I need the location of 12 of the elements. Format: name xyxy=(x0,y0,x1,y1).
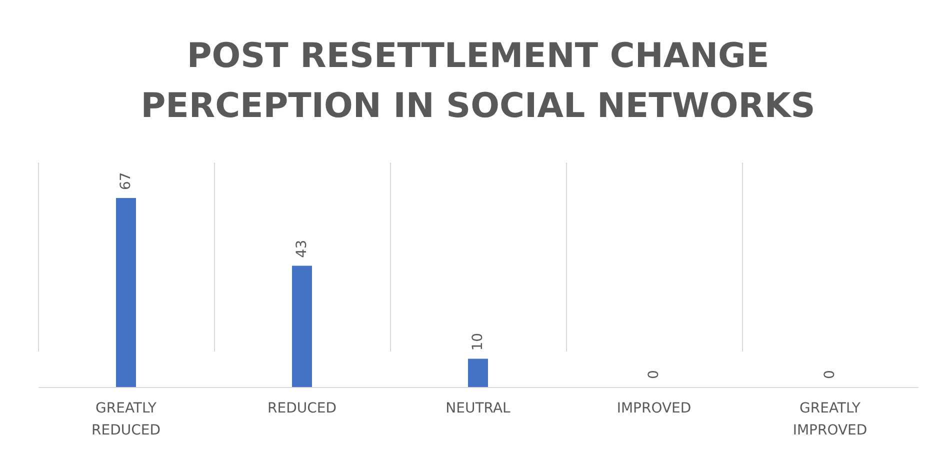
data-label: 43 xyxy=(294,240,310,258)
data-label: 0 xyxy=(822,370,838,379)
data-label: 10 xyxy=(470,332,486,351)
text: POST RESETTLEMENT CHANGE xyxy=(186,36,770,76)
x-tick-label: GREATLY IMPROVED xyxy=(792,400,868,438)
x-tick-label: NEUTRAL xyxy=(446,400,511,416)
text: PERCEPTION IN SOCIAL NETWORKS xyxy=(140,86,816,126)
data-label: 67 xyxy=(118,172,134,190)
x-tick-label: REDUCED xyxy=(267,400,337,416)
x-tick-label: GREATLY REDUCED xyxy=(91,400,161,438)
data-label: 0 xyxy=(646,370,662,379)
x-tick-label: IMPROVED xyxy=(616,400,692,416)
